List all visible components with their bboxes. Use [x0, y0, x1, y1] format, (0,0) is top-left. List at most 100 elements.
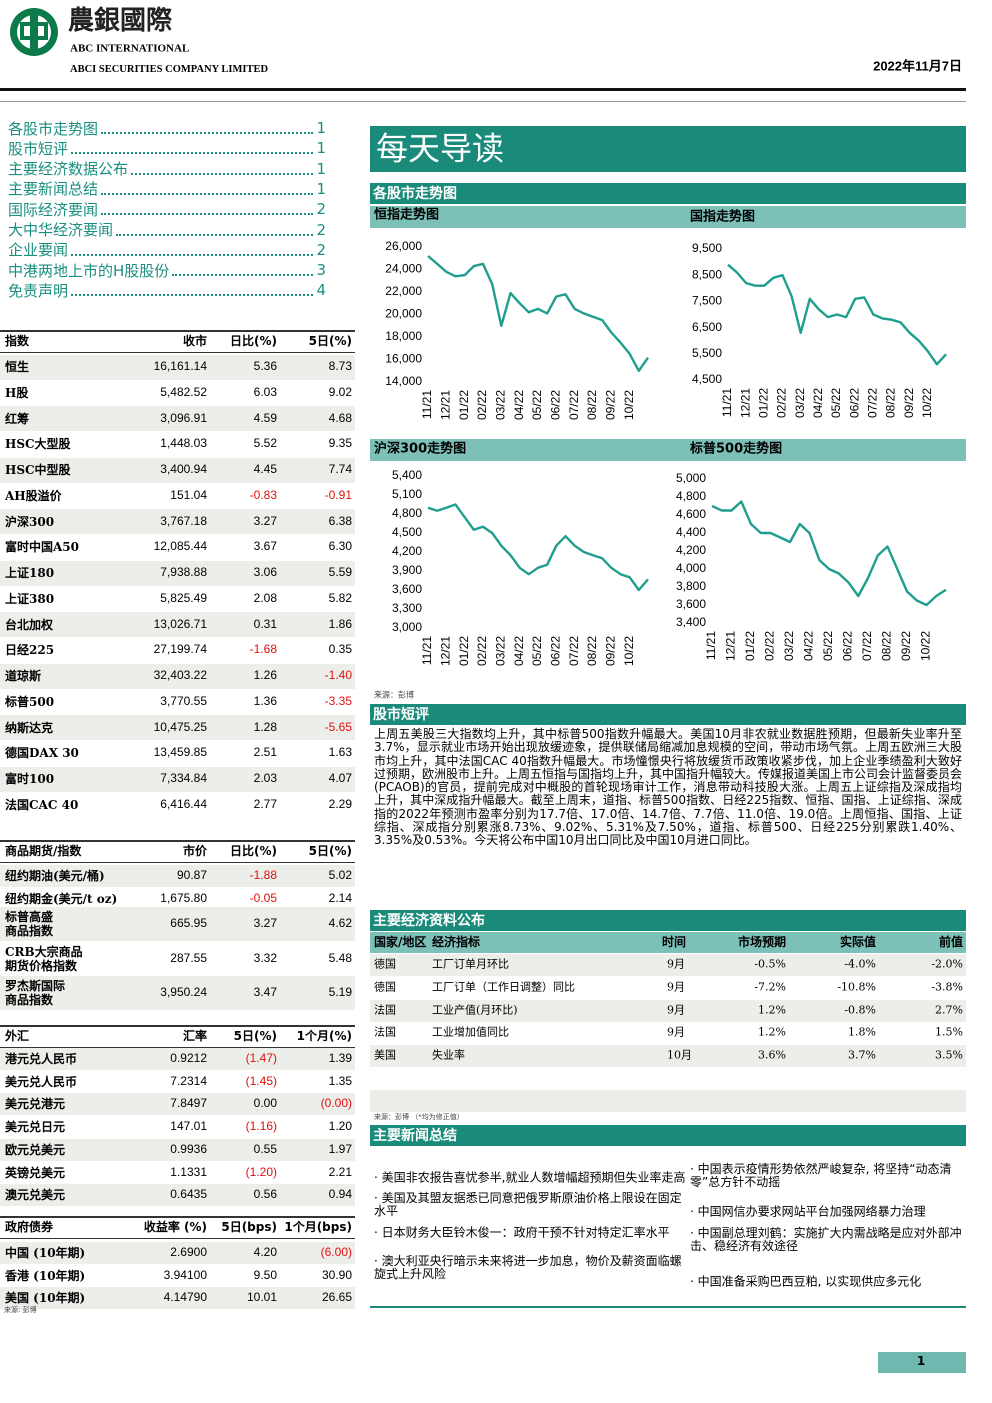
section-bar — [370, 910, 966, 931]
x-tick-label: 08/22 — [884, 388, 898, 418]
column-header: 5日(%) — [308, 334, 352, 349]
table-rule — [0, 862, 355, 863]
cell: 5.48 — [328, 951, 352, 966]
row-shade — [0, 766, 355, 792]
x-tick-label: 03/22 — [793, 388, 807, 418]
cell: -0.05 — [249, 891, 277, 906]
x-tick-label: 04/22 — [512, 390, 526, 420]
x-tick-label: 11/21 — [420, 390, 434, 419]
row-label: 上证380 — [5, 591, 55, 606]
x-tick-label: 07/22 — [866, 388, 880, 418]
row-shade — [370, 1090, 966, 1112]
row-label: 法国CAC 40 — [5, 797, 79, 812]
row-shade — [0, 1138, 355, 1161]
row-shade — [0, 715, 355, 741]
cell: 7,334.84 — [160, 771, 207, 786]
chart-title: 沪深300走势图 — [374, 441, 467, 457]
row-label: 美元兑港元 — [5, 1097, 66, 1112]
toc-page: 4 — [316, 281, 326, 300]
chart-title: 标普500走势图 — [690, 441, 783, 457]
news-item: 澳大利亚央行暗示未来将进一步加息，物价及薪资面临螺旋式上升风险 — [374, 1255, 688, 1281]
column-header: 日比(%) — [230, 844, 277, 859]
x-tick-label: 02/22 — [475, 636, 489, 666]
row-shade — [370, 954, 966, 976]
x-tick-label: 12/21 — [738, 388, 752, 418]
x-tick-label: 07/22 — [567, 390, 581, 420]
toc-page: 3 — [316, 261, 326, 280]
cell: -4.0% — [844, 957, 876, 971]
row-shade — [370, 1067, 966, 1089]
cell: -1.40 — [324, 668, 352, 683]
x-tick-label: 01/22 — [757, 388, 771, 418]
cell: 287.55 — [170, 951, 207, 966]
table-rule — [0, 1047, 355, 1048]
y-tick-label: 3,600 — [392, 582, 422, 596]
toc-entry[interactable]: 大中华经济要闻 2 — [8, 220, 326, 240]
x-tick-label: 03/22 — [494, 636, 508, 666]
leader — [101, 122, 314, 134]
news-item: 中国表示疫情形势依然严峻复杂, 将坚持“动态清零”总方针不动摇 — [690, 1163, 962, 1189]
y-tick-label: 4,200 — [676, 543, 706, 557]
toc-entry[interactable]: 各股市走势图 1 — [8, 118, 326, 138]
section-title: 主要经济资料公布 — [373, 912, 485, 929]
cell: 9月 — [667, 980, 685, 994]
y-tick-label: 4,000 — [676, 561, 706, 575]
cell: 5.19 — [328, 985, 352, 1000]
cell: 3,770.55 — [160, 693, 207, 708]
toc-entry[interactable]: 国际经济要闻 2 — [8, 199, 326, 219]
y-tick-label: 18,000 — [385, 329, 422, 343]
x-tick-label: 05/22 — [829, 388, 843, 418]
y-tick-label: 3,800 — [676, 579, 706, 593]
y-tick-label: 4,800 — [392, 506, 422, 520]
logo — [10, 8, 58, 56]
cell: 665.95 — [170, 916, 207, 931]
x-tick-label: 02/22 — [475, 390, 489, 420]
toc-entry[interactable]: 股市短评 1 — [8, 138, 326, 158]
company: ABCI SECURITIES COMPANY LIMITED — [70, 63, 269, 75]
toc-entry[interactable]: 主要经济数据公布 1 — [8, 159, 326, 179]
row-shade — [0, 663, 355, 689]
toc-entry[interactable]: 中港两地上市的H股股份 3 — [8, 260, 326, 280]
toc-title: 各股市走势图 — [8, 119, 99, 138]
x-tick-label: 11/21 — [420, 636, 434, 665]
y-tick-label: 5,100 — [392, 487, 422, 501]
toc-entry[interactable]: 企业要闻 2 — [8, 240, 326, 260]
row-label: 台北加权 — [5, 617, 54, 632]
row-label: 美元兑日元 — [5, 1120, 66, 1135]
row-shade — [0, 1093, 355, 1116]
x-tick-label: 07/22 — [567, 636, 581, 666]
toc-page: 1 — [316, 119, 326, 137]
leader — [101, 203, 314, 216]
y-tick-label: 22,000 — [385, 284, 422, 298]
toc-title: 主要经济数据公布 — [8, 160, 129, 179]
cell: 6.38 — [328, 513, 352, 528]
source-note: 来源：彭博 — [374, 690, 414, 700]
source-note: 来源：彭博 （*均为修正值） — [374, 1112, 464, 1121]
cell: 1.63 — [328, 745, 352, 760]
column-header: 日比(%) — [230, 334, 277, 349]
x-tick-label: 04/22 — [512, 636, 526, 666]
row-label: 纳斯达克 — [5, 720, 54, 735]
cell: 1,675.80 — [160, 891, 207, 906]
x-tick-label: 03/22 — [494, 390, 508, 420]
toc-entry[interactable]: 主要新闻总结 1 — [8, 179, 326, 199]
toc-entry[interactable]: 免责声明 4 — [8, 280, 326, 300]
cell: (6.00) — [320, 1245, 352, 1260]
brand: 農銀國際 — [68, 6, 173, 37]
toc-title: 免责声明 — [8, 281, 69, 300]
cell: 6,416.44 — [160, 797, 207, 812]
y-tick-label: 4,500 — [392, 525, 422, 539]
table-rule — [0, 330, 355, 332]
row-shade — [0, 406, 355, 432]
x-tick-label: 10/22 — [919, 631, 933, 661]
y-tick-label: 5,000 — [676, 471, 706, 485]
cell: 3,767.18 — [160, 513, 207, 528]
x-tick-label: 03/22 — [782, 631, 796, 661]
cell: 6.30 — [328, 539, 352, 554]
cell: 德国 — [374, 957, 396, 971]
subtitle-bar — [370, 206, 966, 228]
row-shade — [370, 999, 966, 1022]
column-header: 前值 — [938, 935, 963, 950]
row-label: H股 — [5, 385, 29, 400]
